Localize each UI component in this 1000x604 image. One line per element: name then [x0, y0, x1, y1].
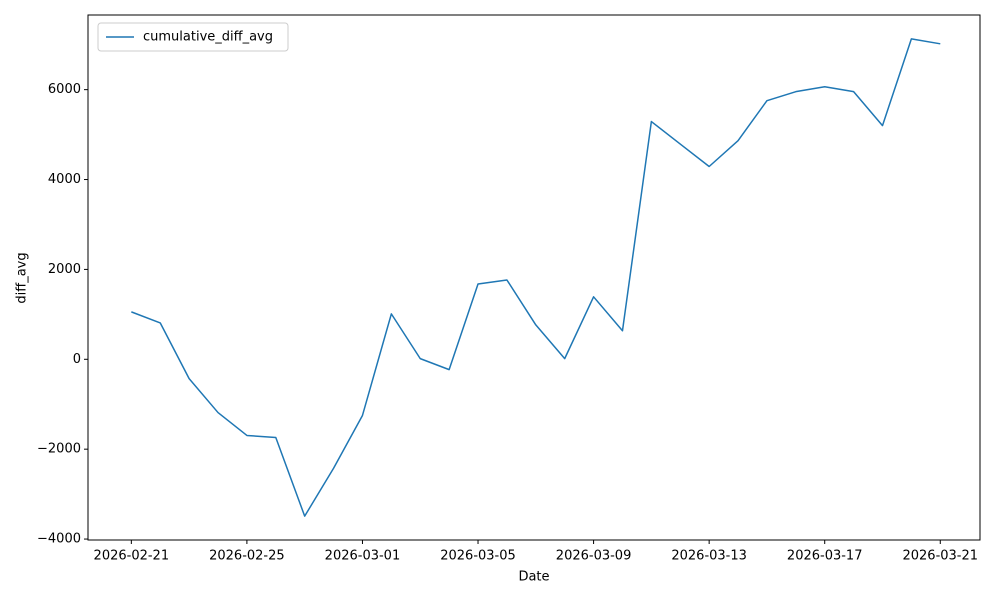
y-axis-label: diff_avg — [15, 252, 30, 303]
x-tick-label: 2026-03-13 — [671, 549, 747, 564]
x-tick-label: 2026-03-01 — [325, 549, 401, 564]
y-tick-label: 0 — [73, 352, 81, 367]
data-line — [131, 38, 941, 517]
x-tick-label: 2026-02-25 — [209, 549, 285, 564]
y-tick-label: 4000 — [48, 172, 81, 187]
x-axis-label: Date — [518, 570, 549, 585]
plot-frame — [87, 14, 981, 541]
y-tick-label: −2000 — [37, 442, 81, 457]
y-tick-label: −4000 — [37, 532, 81, 547]
x-tick-label: 2026-03-17 — [787, 549, 863, 564]
x-tick-label: 2026-03-05 — [440, 549, 516, 564]
x-tick-label: 2026-03-21 — [902, 549, 978, 564]
y-tick-label: 2000 — [48, 262, 81, 277]
x-tick-label: 2026-02-21 — [94, 549, 170, 564]
legend-label: cumulative_diff_avg — [143, 30, 273, 45]
y-tick-label: 6000 — [48, 82, 81, 97]
legend-box — [97, 22, 289, 52]
x-tick-label: 2026-03-09 — [556, 549, 632, 564]
